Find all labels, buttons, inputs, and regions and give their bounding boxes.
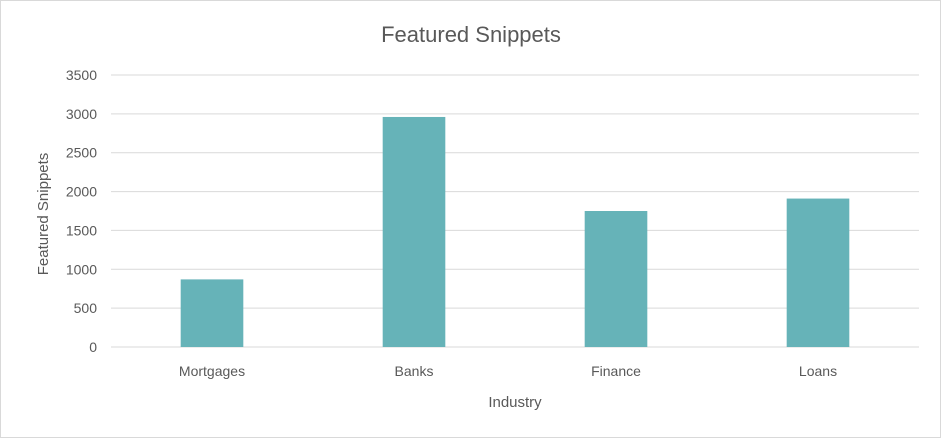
y-axis-title: Featured Snippets <box>35 153 52 276</box>
bars <box>180 116 850 347</box>
y-tick-label: 1500 <box>66 222 97 238</box>
y-tick-label: 3000 <box>66 106 97 122</box>
y-tick-label: 0 <box>89 339 97 355</box>
bar-loans <box>786 198 850 347</box>
x-tick-label: Loans <box>799 363 837 379</box>
x-axis-title: Industry <box>488 394 542 411</box>
y-tick-label: 2500 <box>66 145 97 161</box>
y-tick-label: 2000 <box>66 184 97 200</box>
gridlines <box>111 74 919 348</box>
x-tick-label: Finance <box>591 363 641 379</box>
y-tick-labels: 0 500 1000 1500 2000 2500 3000 3500 <box>66 67 97 355</box>
chart-title: Featured Snippets <box>381 22 561 47</box>
y-tick-label: 500 <box>74 300 98 316</box>
y-tick-label: 1000 <box>66 261 97 277</box>
bar-banks <box>382 116 446 347</box>
x-tick-labels: Mortgages Banks Finance Loans <box>179 363 837 379</box>
y-tick-label: 3500 <box>66 67 97 83</box>
bar-finance <box>584 211 648 347</box>
x-tick-label: Mortgages <box>179 363 245 379</box>
x-tick-label: Banks <box>395 363 434 379</box>
bar-mortgages <box>180 279 244 347</box>
